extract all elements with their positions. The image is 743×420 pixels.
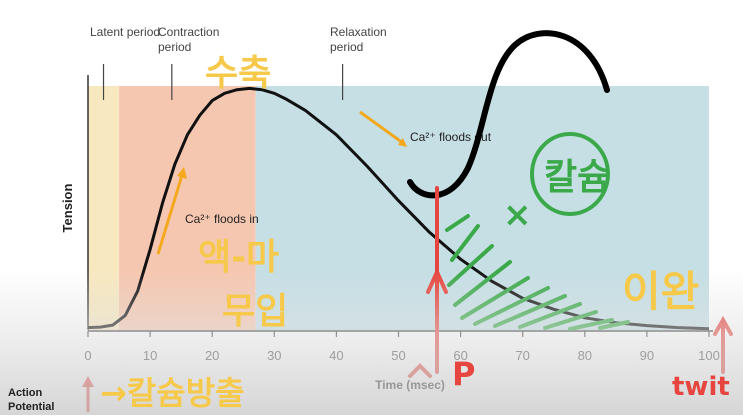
x-tick-label-3: 30 (267, 348, 281, 363)
handwriting-x-mark: × (503, 195, 532, 235)
x-tick-label-7: 70 (515, 348, 529, 363)
handwriting-summation-curve (407, 30, 610, 199)
annotation-1: Ca²⁺ floods out (410, 130, 492, 144)
ca-in-arrow (156, 171, 185, 255)
x-tick-label-8: 80 (578, 348, 592, 363)
handwriting-green-circle (530, 132, 610, 216)
x-tick-label-2: 20 (205, 348, 219, 363)
green-hatch-1 (450, 224, 480, 262)
phase-label-contraction: Contraction period (158, 25, 220, 54)
ca-in-arrowhead (177, 167, 187, 179)
x-tick-label-4: 40 (329, 348, 343, 363)
annotation-0: Ca²⁺ floods in (185, 212, 259, 226)
handwriting-myosin-2: 무입 (222, 291, 289, 332)
x-tick-label-9: 90 (640, 348, 654, 363)
action-potential-label: Action Potential (8, 387, 55, 413)
x-axis-label: Time (msec) (375, 378, 445, 392)
x-tick-label-0: 0 (84, 348, 91, 363)
handwriting-calcium-circle: 칼슘 (544, 157, 611, 198)
handwriting-relaxation: 이완 (622, 267, 700, 316)
phase-label-latent: Latent period (90, 25, 161, 39)
ap-arrow-head (82, 376, 94, 387)
ca-out-arrowhead (398, 138, 407, 147)
handwriting-contraction: 수축 (205, 53, 272, 94)
x-tick-label-10: 100 (698, 348, 720, 363)
phase-label-relaxation: Relaxation period (330, 25, 387, 54)
phase-band-0 (88, 86, 120, 330)
handwriting-twit: twit (672, 372, 730, 402)
y-axis-label: Tension (60, 184, 75, 233)
handwriting-red-caret (408, 363, 432, 378)
handwriting-p: P (452, 355, 476, 393)
ca-out-arrow (359, 110, 404, 145)
handwriting-calcium-release: →칼슘방출 (100, 374, 245, 412)
handwriting-myosin-1: 액-마 (198, 237, 280, 278)
x-tick-label-5: 50 (391, 348, 405, 363)
x-tick-label-1: 10 (143, 348, 157, 363)
green-hatch-0 (445, 214, 470, 232)
